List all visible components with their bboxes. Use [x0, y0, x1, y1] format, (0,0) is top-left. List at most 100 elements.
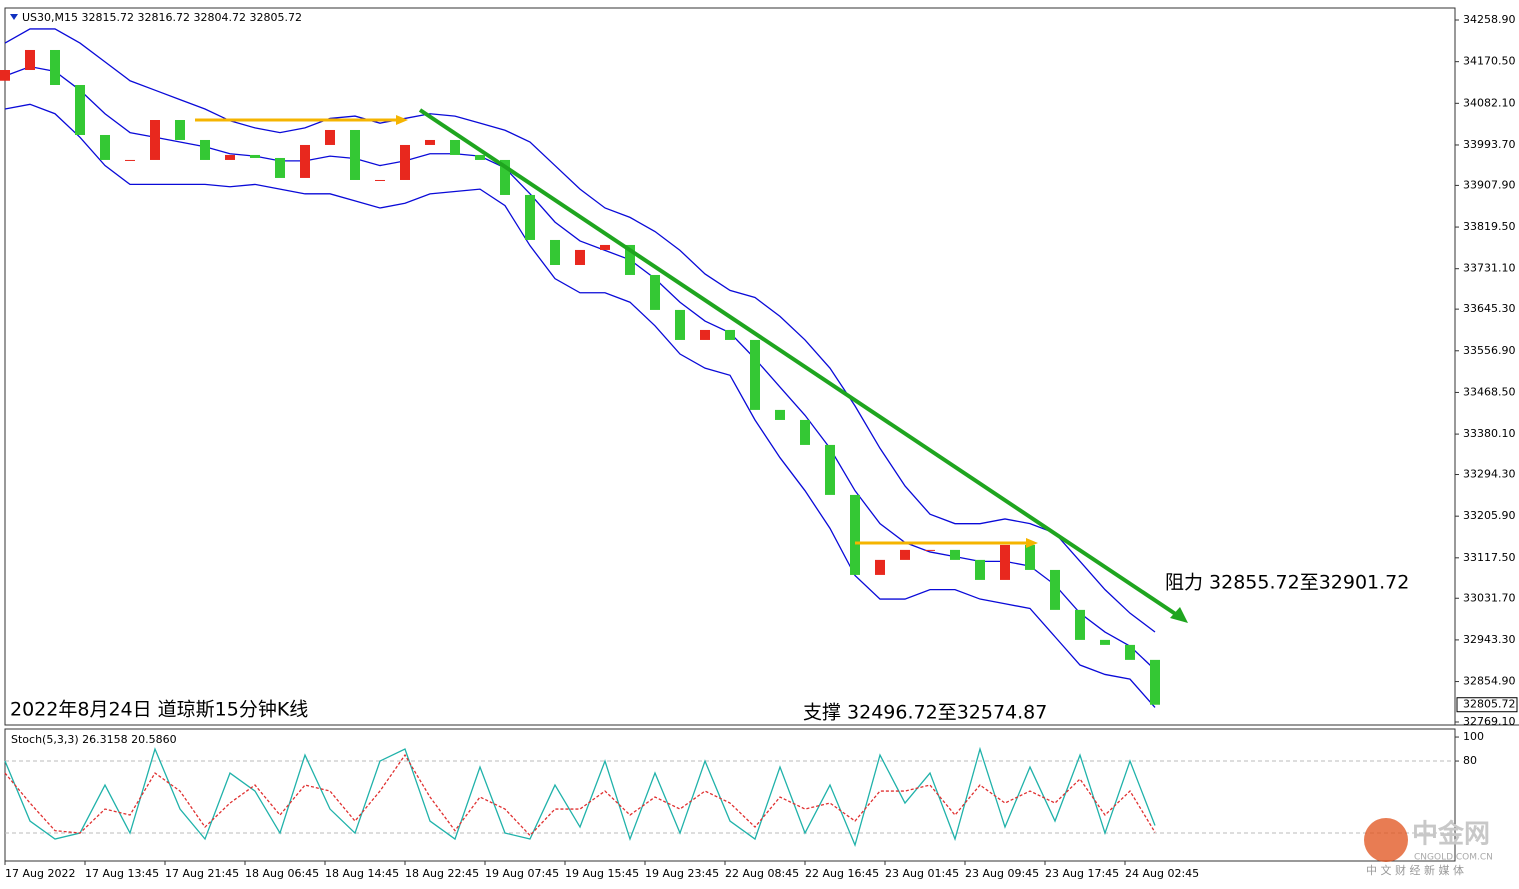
candle: [350, 129, 360, 180]
collapse-icon: [10, 14, 18, 20]
candle: [25, 49, 35, 71]
candle: [1150, 659, 1160, 705]
candle: [800, 419, 810, 445]
candle: [375, 179, 385, 181]
candle: [125, 159, 135, 161]
y-tick-label: 33294.30: [1463, 468, 1516, 481]
y-tick-label: 33645.30: [1463, 302, 1516, 315]
candle: [1050, 569, 1060, 610]
candle: [750, 339, 760, 410]
candle: [875, 559, 885, 575]
candle: [0, 70, 10, 81]
y-tick-label: 100: [1463, 730, 1484, 743]
y-tick-label: 32769.10: [1463, 715, 1516, 728]
y-tick-label: 80: [1463, 754, 1477, 767]
candle: [625, 244, 635, 275]
y-tick-label: 32943.30: [1463, 633, 1516, 646]
candle: [225, 154, 235, 160]
x-tick-label: 17 Aug 21:45: [165, 867, 239, 880]
level-arrow: [1026, 538, 1038, 548]
x-tick-label: 22 Aug 16:45: [805, 867, 879, 880]
y-tick-label: 33819.50: [1463, 220, 1516, 233]
y-tick-label: 33380.10: [1463, 427, 1516, 440]
candle: [250, 154, 260, 158]
y-tick-label: 33031.70: [1463, 591, 1516, 604]
chart-caption: 2022年8月24日 道琼斯15分钟K线: [10, 699, 308, 721]
candle: [1025, 544, 1035, 570]
candle: [975, 559, 985, 580]
logo-domain: CNGOLD.COM.CN: [1414, 853, 1493, 863]
candle: [600, 244, 610, 250]
y-tick-label: 34170.50: [1463, 55, 1516, 68]
candle: [1000, 544, 1010, 580]
main-title: US30,M15 32815.72 32816.72 32804.72 3280…: [22, 11, 302, 24]
candle: [825, 444, 835, 495]
x-tick-label: 19 Aug 23:45: [645, 867, 719, 880]
candle: [75, 84, 85, 135]
candle: [950, 549, 960, 560]
x-tick-label: 24 Aug 02:45: [1125, 867, 1199, 880]
candle: [450, 139, 460, 155]
candle: [850, 494, 860, 575]
candle: [1100, 639, 1110, 645]
candle: [150, 120, 160, 160]
support-label: 支撑 32496.72至32574.87: [803, 702, 1047, 724]
candle: [775, 409, 785, 420]
x-tick-label: 17 Aug 13:45: [85, 867, 159, 880]
x-tick-label: 22 Aug 08:45: [725, 867, 799, 880]
level-arrow: [396, 115, 408, 125]
candle: [650, 274, 660, 310]
y-tick-label: 33556.90: [1463, 344, 1516, 357]
y-tick-label: 34082.10: [1463, 96, 1516, 109]
candle: [200, 139, 210, 160]
logo-name: 中金网: [1412, 819, 1490, 850]
y-tick-label: 33468.50: [1463, 385, 1516, 398]
candle: [1075, 609, 1085, 640]
candle: [400, 144, 410, 180]
candle: [325, 129, 335, 145]
x-tick-label: 18 Aug 14:45: [325, 867, 399, 880]
trend-line: [418, 108, 1182, 619]
y-tick-label: 33907.90: [1463, 178, 1516, 191]
candle: [550, 239, 560, 265]
y-tick-label: 33205.90: [1463, 509, 1516, 522]
band-line: [4, 103, 1156, 708]
candle: [900, 549, 910, 560]
y-tick-label: 34258.90: [1463, 13, 1516, 26]
y-tick-label: 33993.70: [1463, 138, 1516, 151]
resistance-label: 阻力 32855.72至32901.72: [1165, 572, 1409, 594]
candle: [725, 329, 735, 340]
candle: [425, 139, 435, 145]
band-line: [4, 28, 1156, 633]
candle: [500, 159, 510, 195]
candle: [700, 329, 710, 340]
trend-arrow: [1170, 607, 1188, 623]
candle: [275, 157, 285, 178]
candle: [575, 249, 585, 265]
candle: [1125, 644, 1135, 660]
x-tick-label: 19 Aug 07:45: [485, 867, 559, 880]
candle: [925, 549, 935, 551]
candle: [50, 49, 60, 85]
x-tick-label: 23 Aug 01:45: [885, 867, 959, 880]
candle: [475, 154, 485, 160]
candle: [675, 309, 685, 340]
stoch-line: [4, 746, 1156, 848]
candle: [100, 134, 110, 160]
x-tick-label: 18 Aug 06:45: [245, 867, 319, 880]
y-tick-label: 33117.50: [1463, 551, 1516, 564]
stoch-line: [4, 753, 1156, 837]
stoch-title: Stoch(5,3,3) 26.3158 20.5860: [11, 733, 177, 746]
y-tick-label: 32854.90: [1463, 675, 1516, 688]
stoch-panel: [4, 728, 1456, 862]
candle: [300, 144, 310, 178]
band-line: [4, 65, 1156, 671]
main-panel: [4, 7, 1456, 726]
logo-icon: [1364, 818, 1408, 862]
x-tick-label: 23 Aug 17:45: [1045, 867, 1119, 880]
x-tick-label: 17 Aug 2022: [5, 867, 75, 880]
price-marker: [1456, 697, 1518, 713]
x-tick-label: 18 Aug 22:45: [405, 867, 479, 880]
candle: [175, 120, 185, 140]
